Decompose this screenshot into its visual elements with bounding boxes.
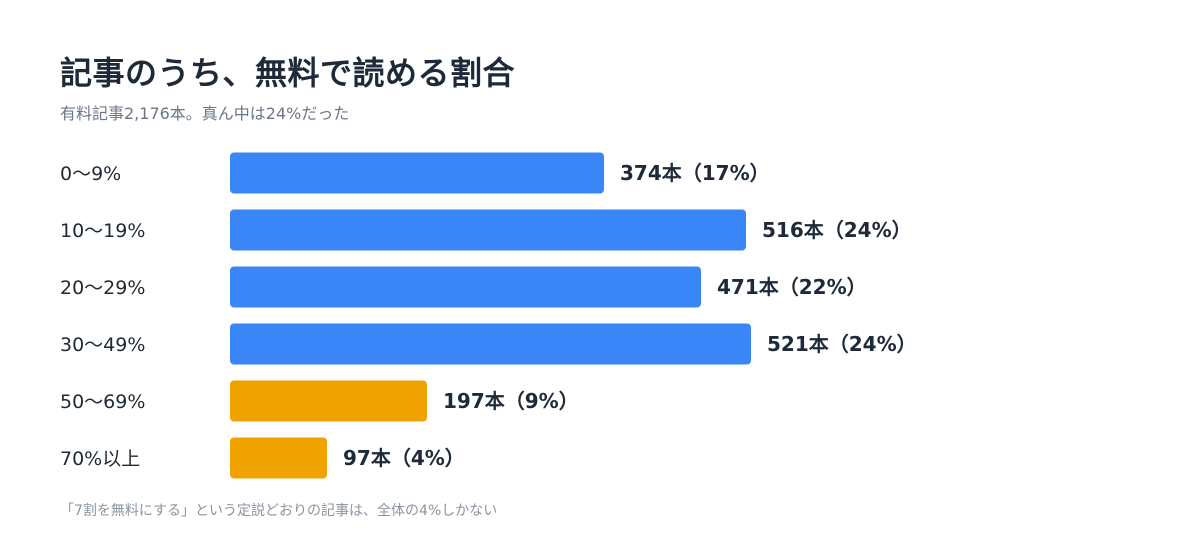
value-label: 97本（4%） <box>343 446 465 470</box>
chart-footnote: 「7割を無料にする」という定説どおりの記事は、全体の4%しかない <box>60 503 498 519</box>
value-label: 516本（24%） <box>762 218 912 242</box>
category-label: 70%以上 <box>60 448 140 470</box>
value-label: 471本（22%） <box>717 275 867 299</box>
bar <box>230 437 327 479</box>
chart-title: 記事のうち、無料で読める割合 <box>60 54 516 92</box>
bar <box>230 152 604 194</box>
bar <box>230 323 751 365</box>
category-label: 50〜69% <box>60 391 145 413</box>
category-label: 30〜49% <box>60 334 145 356</box>
category-label: 10〜19% <box>60 220 145 242</box>
bar <box>230 380 427 422</box>
chart-subtitle: 有料記事2,176本。真ん中は24%だった <box>60 104 350 123</box>
category-label: 0〜9% <box>60 163 121 185</box>
value-label: 374本（17%） <box>620 161 770 185</box>
category-label: 20〜29% <box>60 277 145 299</box>
value-label: 521本（24%） <box>767 332 917 356</box>
bar <box>230 209 746 251</box>
bar <box>230 266 701 308</box>
value-label: 197本（9%） <box>443 389 579 413</box>
